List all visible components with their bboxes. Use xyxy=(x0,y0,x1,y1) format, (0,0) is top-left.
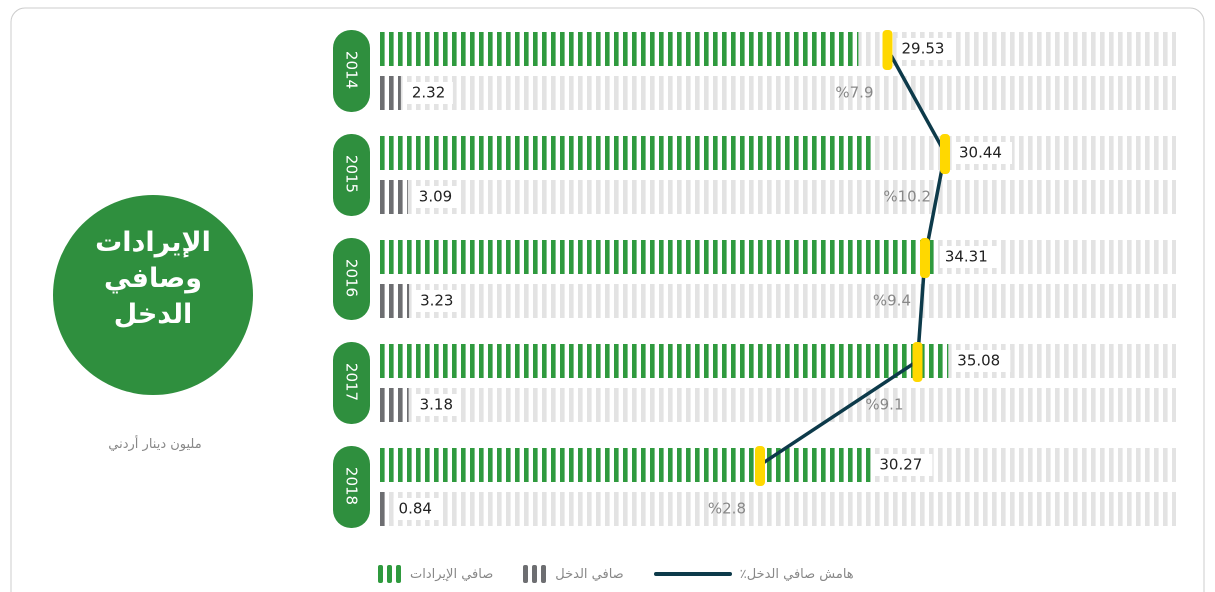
net-track xyxy=(380,492,1176,526)
year-pill xyxy=(333,238,370,320)
legend-label: هامش صافي الدخل٪ xyxy=(739,566,854,582)
bar xyxy=(380,76,401,110)
year-pill xyxy=(333,342,370,424)
legend-item: هامش صافي الدخل٪ xyxy=(653,565,854,583)
year-pill xyxy=(333,134,370,216)
label-bg xyxy=(896,38,955,60)
legend-item: صافي الإيرادات xyxy=(378,565,493,583)
bar xyxy=(380,344,949,378)
net-track xyxy=(380,180,1176,214)
bar xyxy=(380,448,871,482)
label-bg xyxy=(393,498,440,520)
margin-label: %9.4 xyxy=(873,292,911,310)
value-label: 30.27 xyxy=(879,456,922,474)
margin-marker xyxy=(920,238,930,278)
legend-item: صافي الدخل xyxy=(523,565,624,583)
margin-marker xyxy=(940,134,950,174)
margin-label: %7.9 xyxy=(835,84,873,102)
unit-label: مليون دينار أردني xyxy=(108,437,202,452)
legend-label: صافي الإيرادات xyxy=(410,566,494,582)
value-label: 3.18 xyxy=(420,396,453,414)
value-label: 0.84 xyxy=(399,500,432,518)
label-bg xyxy=(415,290,462,312)
label-bg xyxy=(414,394,461,416)
value-label: 30.44 xyxy=(959,144,1002,162)
title-circle xyxy=(53,195,253,395)
label-bg xyxy=(406,82,453,104)
year-label: 2017 xyxy=(343,363,361,401)
net-track xyxy=(380,76,1176,110)
value-label: 34.31 xyxy=(945,248,988,266)
bar xyxy=(380,240,936,274)
value-label: 29.53 xyxy=(902,40,945,58)
value-label: 3.09 xyxy=(419,188,452,206)
margin-label: %9.1 xyxy=(865,396,903,414)
legend-swatch xyxy=(378,565,401,583)
net-track xyxy=(380,284,1176,318)
chart-title: الإيرادات وصافي الدخل xyxy=(95,227,211,330)
margin-label: %10.2 xyxy=(883,188,931,206)
year-label: 2015 xyxy=(343,155,361,193)
legend-swatch xyxy=(653,572,732,576)
year-pill xyxy=(333,30,370,112)
year-label: 2016 xyxy=(343,259,361,297)
value-label: 3.23 xyxy=(420,292,453,310)
bar xyxy=(380,284,410,318)
label-bg xyxy=(952,350,1011,372)
label-bg xyxy=(939,246,998,268)
margin-marker xyxy=(755,446,765,486)
label-bg xyxy=(954,142,1012,164)
margin-label: %2.8 xyxy=(708,500,746,518)
frame xyxy=(10,7,1205,592)
value-label: 35.08 xyxy=(957,352,1000,370)
year-label: 2014 xyxy=(343,51,361,89)
bar xyxy=(380,32,859,66)
bar xyxy=(380,388,409,422)
bar xyxy=(380,136,874,170)
net-track xyxy=(380,388,1176,422)
label-bg xyxy=(413,186,460,208)
legend: هامش صافي الدخل٪ صافي الدخل صافي الإيراد… xyxy=(378,565,878,583)
legend-swatch xyxy=(523,565,547,583)
year-pill xyxy=(333,446,370,528)
legend-label: صافي الدخل xyxy=(555,566,624,582)
margin-marker xyxy=(912,342,923,382)
bar xyxy=(380,492,388,526)
bar xyxy=(380,180,408,214)
value-label: 2.32 xyxy=(412,84,445,102)
year-label: 2018 xyxy=(343,467,361,505)
margin-marker xyxy=(882,30,893,70)
label-bg xyxy=(874,454,933,476)
